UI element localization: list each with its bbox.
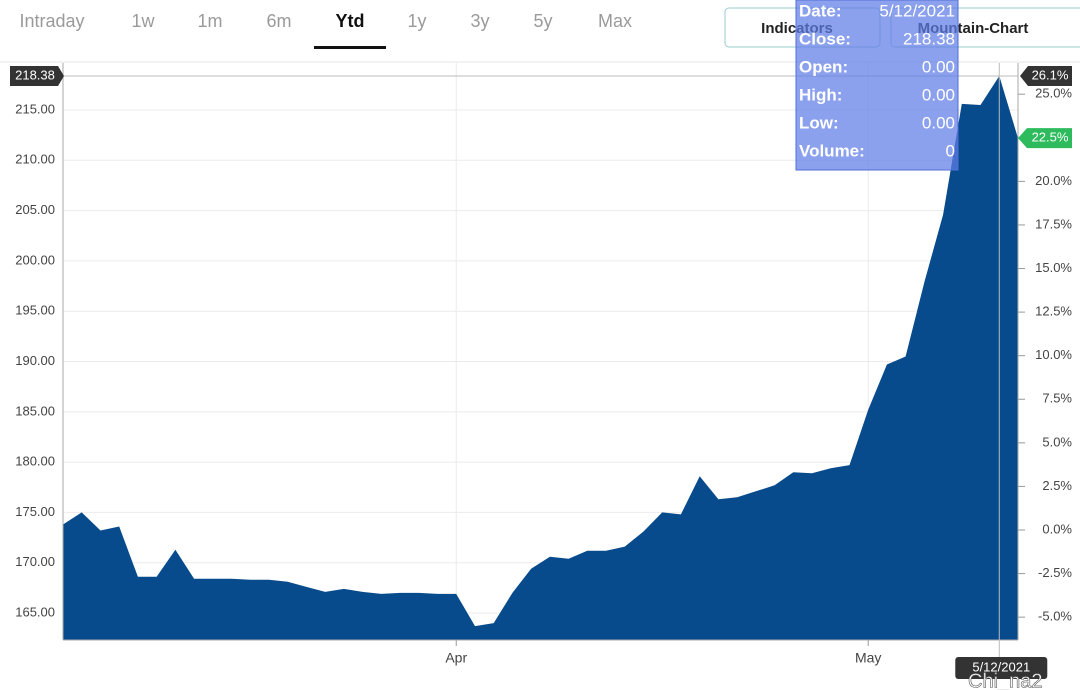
y2-tick-label: 5.0% (1042, 434, 1072, 449)
tooltip-value: 5/12/2021 (879, 1, 955, 20)
tooltip (795, 0, 959, 171)
y2-tick-label: 0.0% (1042, 521, 1072, 536)
y2-tick-label: -5.0% (1038, 609, 1072, 624)
badge (10, 65, 64, 86)
y-tick-label: 210.00 (15, 152, 55, 167)
tooltip-label: Open: (799, 57, 848, 76)
y2-tick-label: -2.5% (1038, 565, 1072, 580)
date-badge: 5/12/2021 (972, 659, 1030, 674)
tab[interactable]: 1m (197, 11, 222, 31)
y2-tick-label: 25.0% (1035, 86, 1072, 101)
tooltip-value: 0.00 (922, 113, 955, 132)
tooltip-value: 218.38 (903, 29, 955, 48)
badge (1020, 65, 1072, 86)
y-tick-label: 185.00 (15, 403, 55, 418)
price-badge: 218.38 (15, 67, 55, 82)
badge (955, 657, 1048, 679)
y-tick-label: 215.00 (15, 101, 55, 116)
y-tick-label: 170.00 (15, 554, 55, 569)
tooltip-value: 0 (946, 141, 955, 160)
y-tick-label: 205.00 (15, 202, 55, 217)
y2-tick-label: 15.0% (1035, 260, 1072, 275)
tooltip-label: Close: (799, 29, 851, 48)
y-tick-label: 180.00 (15, 454, 55, 469)
tooltip-value: 0.00 (922, 85, 955, 104)
tab[interactable]: 3y (470, 11, 489, 31)
y2-tick-label: 12.5% (1035, 304, 1072, 319)
y2-tick-label: 7.5% (1042, 391, 1072, 406)
tooltip-label: Date: (799, 1, 842, 20)
area (63, 76, 1018, 640)
tab[interactable]: 1y (407, 11, 426, 31)
y2-tick-label: 10.0% (1035, 347, 1072, 362)
x-tick-label: Apr (445, 650, 467, 666)
y2-tick-label: 17.5% (1035, 216, 1072, 231)
tab[interactable]: Ytd (336, 11, 365, 31)
y-tick-label: 200.00 (15, 252, 55, 267)
y-tick-label: 175.00 (15, 504, 55, 519)
y-tick-label: 190.00 (15, 353, 55, 368)
y2-tick-label: 20.0% (1035, 173, 1072, 188)
percent-badge: 26.1% (1032, 67, 1069, 82)
watermark: Chi_na2 (968, 670, 1043, 690)
tooltip-label: High: (799, 85, 842, 104)
y-tick-label: 165.00 (15, 604, 55, 619)
tab[interactable]: Max (598, 11, 632, 31)
tooltip-value: 0.00 (922, 57, 955, 76)
tab[interactable]: Intraday (19, 11, 84, 31)
tab[interactable]: 6m (266, 11, 291, 31)
tab[interactable]: 5y (533, 11, 552, 31)
tab-underline (314, 46, 386, 49)
tooltip-label: Low: (799, 113, 839, 132)
badge (1018, 128, 1072, 149)
y-tick-label: 195.00 (15, 303, 55, 318)
last-percent-badge: 22.5% (1032, 130, 1069, 145)
tooltip-label: Volume: (799, 141, 865, 160)
y2-tick-label: 2.5% (1042, 478, 1072, 493)
tab[interactable]: 1w (131, 11, 155, 31)
x-tick-label: May (855, 650, 881, 666)
